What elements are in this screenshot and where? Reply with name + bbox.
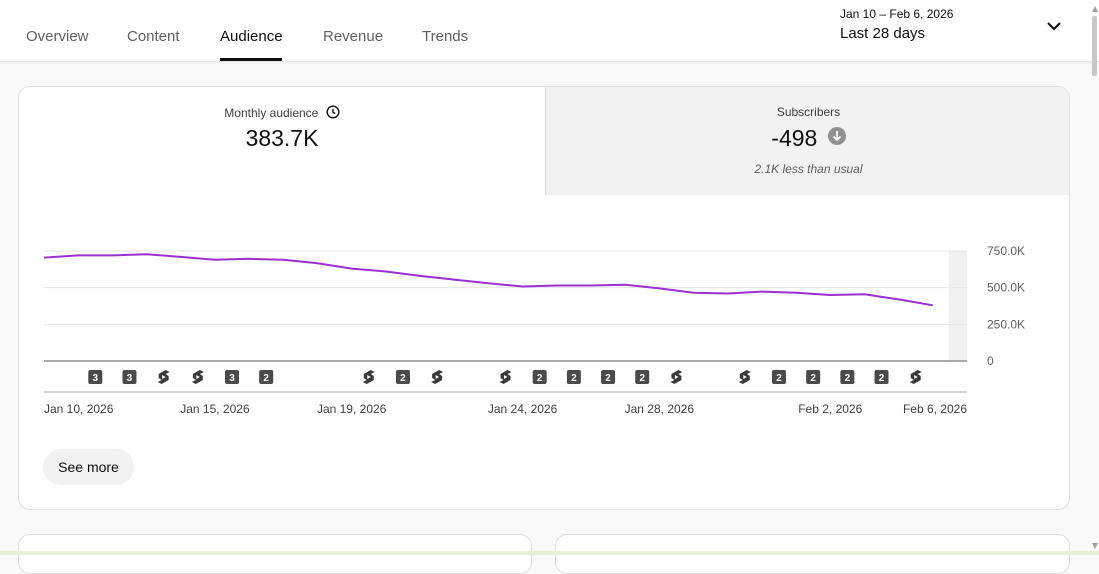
shorts-play-glyph bbox=[504, 375, 508, 379]
upload-count-marker bbox=[395, 370, 410, 384]
upload-count-marker bbox=[122, 370, 137, 384]
y-tick-label: 750.0K bbox=[987, 244, 1025, 258]
shorts-play-glyph bbox=[914, 375, 918, 379]
upload-count-label: 2 bbox=[571, 373, 577, 384]
scrollbar[interactable] bbox=[1091, 0, 1099, 555]
upload-count-label: 2 bbox=[400, 373, 406, 384]
subscribers-label: Subscribers bbox=[776, 105, 841, 119]
monthly-audience-value: 383.7K bbox=[245, 125, 319, 151]
upload-count-label: 3 bbox=[92, 373, 98, 384]
subscribers-comparison: 2.1K less than usual bbox=[754, 162, 863, 176]
x-tick-label: Feb 6, 2026 bbox=[903, 402, 967, 416]
upload-count-label: 2 bbox=[605, 373, 611, 384]
upload-count-label: 2 bbox=[879, 373, 885, 384]
upload-count-marker bbox=[566, 370, 581, 384]
upload-count-marker bbox=[840, 370, 855, 384]
tab-trends[interactable]: Trends bbox=[422, 28, 469, 45]
shorts-play-glyph bbox=[367, 375, 371, 379]
upload-count-label: 2 bbox=[537, 373, 543, 384]
y-tick-label: 250.0K bbox=[987, 317, 1025, 331]
upload-count-label: 3 bbox=[229, 373, 235, 384]
upload-count-label: 2 bbox=[845, 373, 851, 384]
x-tick-label: Feb 2, 2026 bbox=[798, 402, 862, 416]
upload-count-label: 2 bbox=[776, 373, 782, 384]
tab-content[interactable]: Content bbox=[127, 28, 180, 45]
x-tick-label: Jan 15, 2026 bbox=[180, 402, 250, 416]
upload-count-marker bbox=[225, 370, 240, 384]
arrow-down-circle-icon bbox=[827, 127, 846, 145]
date-range-text[interactable]: Jan 10 – Feb 6, 2026 bbox=[840, 7, 954, 21]
chevron-down-icon[interactable] bbox=[1044, 16, 1064, 36]
shorts-play-glyph bbox=[162, 375, 166, 379]
tab-overview[interactable]: Overview bbox=[26, 28, 89, 45]
see-more-button[interactable]: See more bbox=[43, 449, 134, 485]
upload-count-marker bbox=[88, 370, 103, 384]
audience-card: Monthly audience 383.7K Subscribers -498… bbox=[18, 86, 1070, 510]
shorts-play-glyph bbox=[435, 375, 440, 379]
upload-count-label: 3 bbox=[127, 373, 133, 384]
upload-count-marker bbox=[771, 370, 786, 384]
metric-subscribers[interactable]: Subscribers -498 2.1K less than usual bbox=[545, 87, 1069, 195]
y-tick-label: 0 bbox=[987, 354, 994, 368]
upload-count-marker bbox=[806, 370, 821, 384]
upload-count-marker bbox=[259, 370, 274, 384]
tab-audience[interactable]: Audience bbox=[220, 28, 283, 45]
upload-count-label: 2 bbox=[810, 373, 816, 384]
upload-count-marker bbox=[874, 370, 889, 384]
shorts-play-glyph bbox=[196, 375, 200, 379]
upload-count-marker bbox=[635, 370, 650, 384]
x-tick-label: Jan 19, 2026 bbox=[317, 402, 387, 416]
upload-count-marker bbox=[532, 370, 547, 384]
series-line bbox=[43, 253, 933, 307]
date-period-label[interactable]: Last 28 days bbox=[840, 25, 926, 42]
bottom-edge bbox=[0, 551, 1099, 555]
shorts-play-glyph bbox=[743, 375, 747, 379]
top-nav-bar: Overview Content Audience Revenue Trends… bbox=[0, 0, 1099, 62]
y-tick-label: 500.0K bbox=[987, 281, 1025, 295]
tab-revenue[interactable]: Revenue bbox=[323, 28, 384, 45]
upload-count-marker bbox=[601, 370, 616, 384]
incomplete-period-band bbox=[948, 251, 967, 361]
x-tick-label: Jan 28, 2026 bbox=[625, 402, 695, 416]
upload-count-label: 2 bbox=[639, 373, 645, 384]
subscribers-value: -498 bbox=[771, 125, 818, 151]
active-tab-indicator bbox=[220, 58, 282, 61]
metric-monthly-audience[interactable]: Monthly audience 383.7K bbox=[19, 87, 545, 195]
upload-count-label: 2 bbox=[263, 373, 269, 384]
clock-icon[interactable] bbox=[326, 105, 340, 119]
shorts-play-glyph bbox=[674, 375, 679, 379]
audience-line-chart: 750.0K 500.0K 250.0K 0 3 3 3 2 2 2 2 2 2 2 2 2 2 Jan 10, … bbox=[43, 244, 1025, 416]
monthly-audience-label: Monthly audience bbox=[224, 106, 319, 120]
x-tick-label: Jan 24, 2026 bbox=[488, 402, 558, 416]
x-tick-label: Jan 10, 2026 bbox=[44, 402, 114, 416]
